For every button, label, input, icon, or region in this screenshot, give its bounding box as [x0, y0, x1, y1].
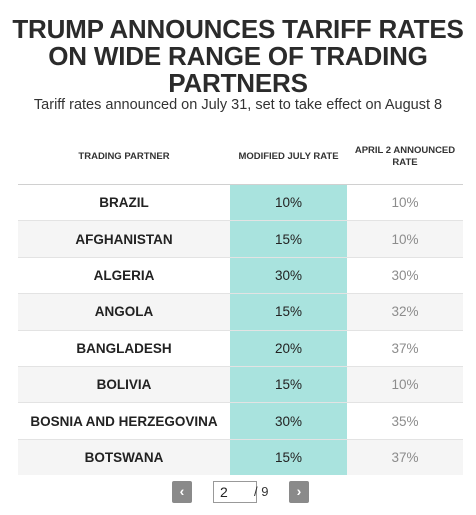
partner-cell: BANGLADESH: [76, 340, 172, 356]
july-rate-cell: 10%: [230, 185, 347, 221]
april-rate-cell: 37%: [391, 340, 419, 356]
table-row: BOSNIA AND HERZEGOVINA 30% 35%: [18, 403, 463, 440]
partner-cell: BRAZIL: [99, 195, 149, 211]
partner-cell: BOTSWANA: [18, 439, 230, 476]
july-rate-cell: 15%: [230, 221, 347, 257]
april-rate-cell: 10%: [347, 221, 463, 257]
tariff-table: TRADING PARTNER MODIFIED JULY RATE APRIL…: [18, 130, 463, 476]
july-rate-cell: 30%: [230, 257, 347, 294]
page-number-input[interactable]: 2: [213, 481, 257, 503]
prev-page-button[interactable]: ‹: [172, 481, 192, 503]
april-rate-cell: 10%: [391, 195, 419, 211]
partner-cell: BOLIVIA: [18, 366, 230, 403]
table-row: AFGHANISTAN 15% 10%: [18, 221, 463, 258]
july-rate-cell: 20%: [230, 330, 347, 366]
april-rate-cell: 32%: [347, 294, 463, 330]
table-row: BRAZIL 10% 10%: [18, 185, 463, 222]
table-row: BOTSWANA 15% 37%: [18, 439, 463, 476]
july-rate-cell: 15%: [230, 439, 347, 476]
partner-cell: AFGHANISTAN: [18, 221, 230, 257]
page-total: / 9: [254, 484, 269, 499]
page-title: TRUMP ANNOUNCES TARIFF RATES ON WIDE RAN…: [12, 14, 464, 98]
column-header-april: APRIL 2 ANNOUNCED RATE: [354, 145, 456, 168]
chevron-left-icon: ‹: [179, 483, 185, 499]
table-row: ALGERIA 30% 30%: [18, 257, 463, 295]
chevron-right-icon: ›: [296, 483, 302, 499]
july-rate-cell: 30%: [230, 403, 347, 439]
table-row: ANGOLA 15% 32%: [18, 294, 463, 331]
partner-cell: ANGOLA: [18, 294, 230, 330]
april-rate-cell: 10%: [347, 366, 463, 403]
column-header-july: MODIFIED JULY RATE: [238, 151, 339, 162]
page-subtitle: Tariff rates announced on July 31, set t…: [33, 97, 443, 113]
april-rate-cell: 30%: [391, 267, 419, 283]
table-row: BOLIVIA 15% 10%: [18, 366, 463, 404]
july-rate-cell: 15%: [230, 366, 347, 403]
april-rate-cell: 35%: [391, 413, 419, 429]
partner-cell: ALGERIA: [93, 267, 155, 283]
table-row: BANGLADESH 20% 37%: [18, 330, 463, 367]
table-header: TRADING PARTNER MODIFIED JULY RATE APRIL…: [18, 130, 463, 185]
july-rate-cell: 15%: [230, 294, 347, 330]
partner-cell: BOSNIA AND HERZEGOVINA: [30, 413, 218, 429]
next-page-button[interactable]: ›: [289, 481, 309, 503]
pagination: ‹ 2 / 9 ›: [0, 481, 476, 505]
column-header-partner: TRADING PARTNER: [78, 151, 170, 162]
april-rate-cell: 37%: [347, 439, 463, 476]
